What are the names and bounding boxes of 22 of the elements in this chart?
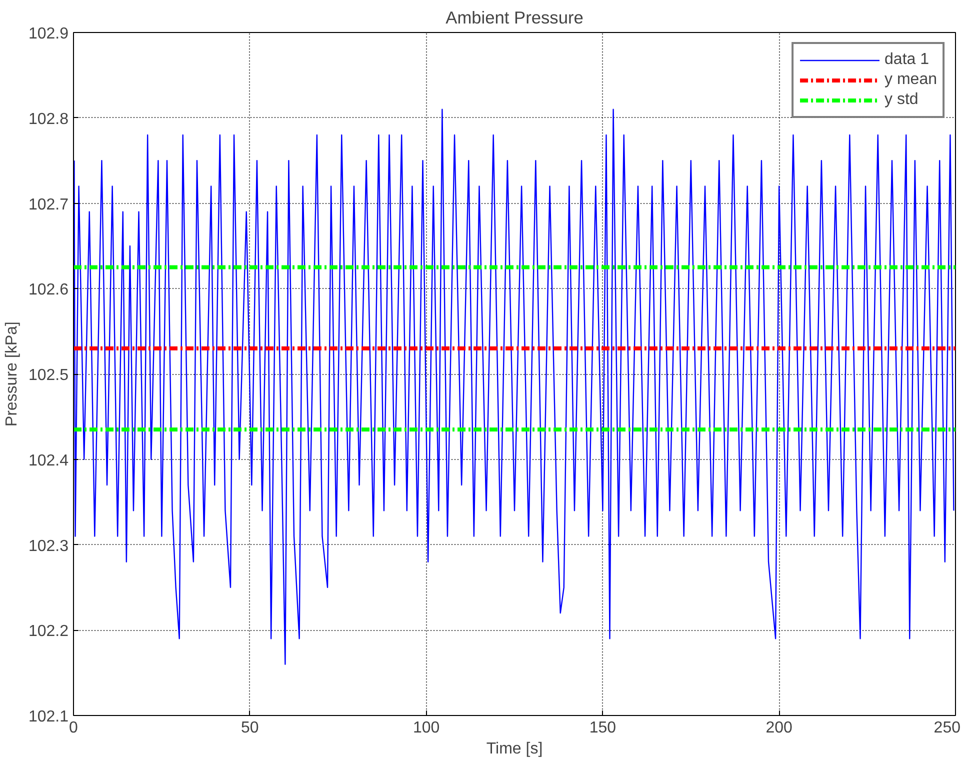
x-tick-label: 0 <box>69 720 78 736</box>
y-tick-label: 102.4 <box>28 452 69 470</box>
y-tick-label: 102.1 <box>28 708 69 726</box>
x-tick-label: 100 <box>412 720 440 736</box>
x-tick-label: 50 <box>241 720 259 736</box>
y-tick-label: 102.7 <box>28 196 69 214</box>
chart-title: Ambient Pressure <box>446 8 584 28</box>
x-tick-label: 250 <box>934 720 961 736</box>
y-tick-label: 102.9 <box>28 26 69 42</box>
x-tick-label: 150 <box>589 720 616 736</box>
legend-label: y std <box>884 91 918 109</box>
x-axis-title: Time [s] <box>486 740 543 758</box>
y-tick-label: 102.6 <box>28 282 69 299</box>
line-series <box>74 108 954 665</box>
y-tick-label: 102.2 <box>28 623 69 640</box>
y-tick-label: 102.3 <box>28 538 69 555</box>
y-axis-title: Pressure [kPa] <box>3 322 20 426</box>
legend-label: data 1 <box>884 51 930 69</box>
x-tick-label: 200 <box>766 720 793 736</box>
y-tick-label: 102.8 <box>28 110 69 128</box>
legend-label: y mean <box>884 71 937 89</box>
y-tick-label: 102.5 <box>28 367 69 384</box>
